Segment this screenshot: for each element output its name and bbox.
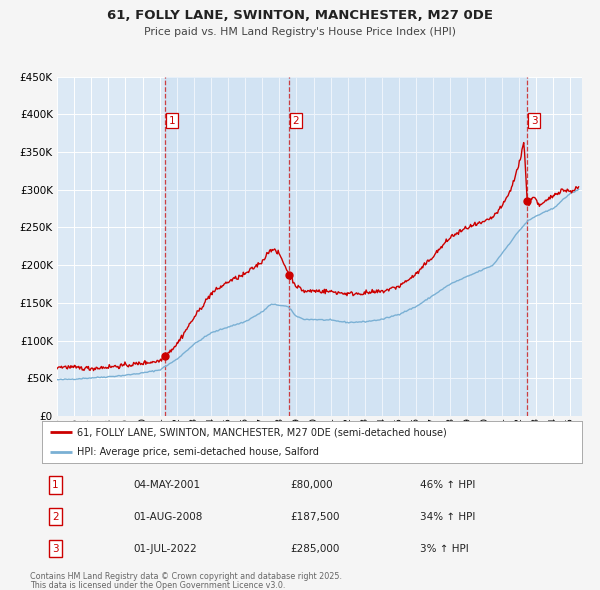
Text: 34% ↑ HPI: 34% ↑ HPI (420, 512, 475, 522)
Text: 46% ↑ HPI: 46% ↑ HPI (420, 480, 475, 490)
Text: 3: 3 (52, 543, 59, 553)
Text: This data is licensed under the Open Government Licence v3.0.: This data is licensed under the Open Gov… (30, 581, 286, 589)
Bar (289, 77, 527, 416)
Text: 3: 3 (530, 116, 538, 126)
Text: 1: 1 (169, 116, 175, 126)
Text: 2: 2 (52, 512, 59, 522)
Text: 61, FOLLY LANE, SWINTON, MANCHESTER, M27 0DE: 61, FOLLY LANE, SWINTON, MANCHESTER, M27… (107, 9, 493, 22)
Text: 2: 2 (293, 116, 299, 126)
Text: £80,000: £80,000 (290, 480, 333, 490)
Text: 01-AUG-2008: 01-AUG-2008 (134, 512, 203, 522)
Bar (166, 77, 289, 416)
Text: 04-MAY-2001: 04-MAY-2001 (134, 480, 201, 490)
Text: £285,000: £285,000 (290, 543, 340, 553)
Text: 61, FOLLY LANE, SWINTON, MANCHESTER, M27 0DE (semi-detached house): 61, FOLLY LANE, SWINTON, MANCHESTER, M27… (77, 427, 447, 437)
Text: £187,500: £187,500 (290, 512, 340, 522)
Text: 3% ↑ HPI: 3% ↑ HPI (420, 543, 469, 553)
Text: Contains HM Land Registry data © Crown copyright and database right 2025.: Contains HM Land Registry data © Crown c… (30, 572, 342, 581)
Text: 1: 1 (52, 480, 59, 490)
Text: 01-JUL-2022: 01-JUL-2022 (134, 543, 197, 553)
Text: HPI: Average price, semi-detached house, Salford: HPI: Average price, semi-detached house,… (77, 447, 319, 457)
Text: Price paid vs. HM Land Registry's House Price Index (HPI): Price paid vs. HM Land Registry's House … (144, 27, 456, 37)
